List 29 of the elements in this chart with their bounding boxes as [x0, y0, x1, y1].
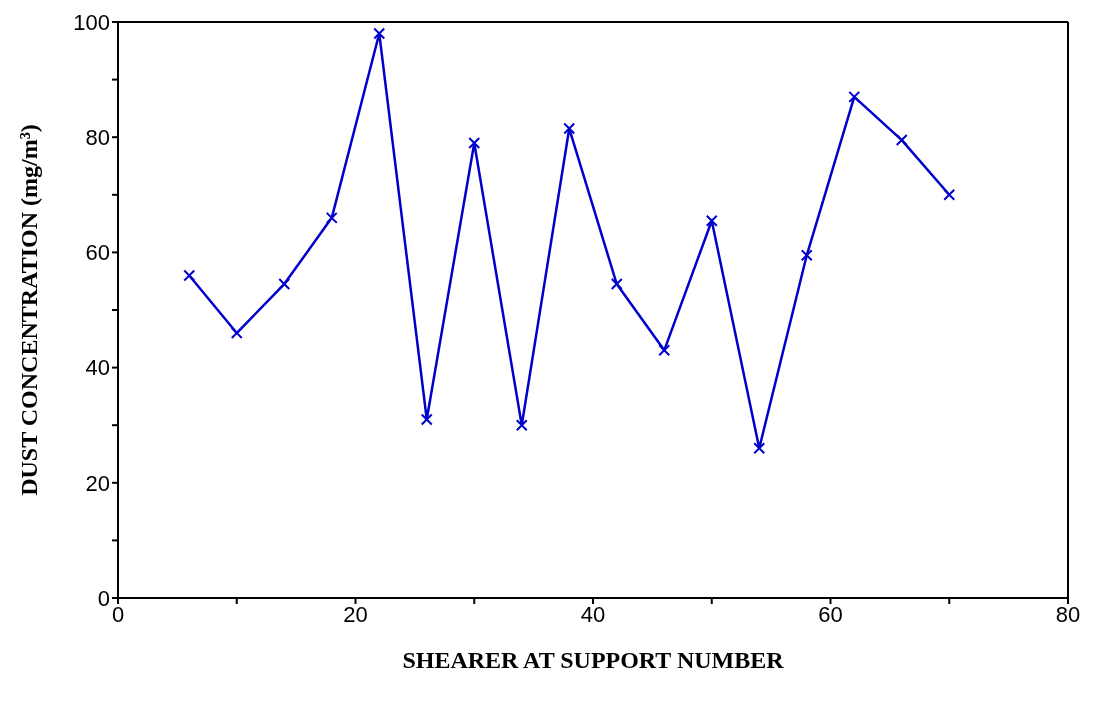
point — [895, 134, 908, 147]
point — [610, 278, 623, 291]
point — [658, 344, 671, 357]
point — [183, 269, 196, 282]
x-axis-title: SHEARER AT SUPPORT NUMBER — [402, 647, 785, 673]
point — [705, 214, 718, 227]
point — [230, 327, 243, 340]
y-tick-label: 20 — [85, 470, 110, 496]
y-tick-label: 60 — [85, 240, 110, 266]
point — [420, 413, 433, 426]
point — [373, 27, 386, 40]
point — [848, 90, 861, 103]
x-tick-label: 60 — [818, 601, 843, 627]
y-tick-label: 100 — [73, 9, 110, 35]
point — [515, 419, 528, 432]
point — [325, 211, 338, 224]
y-axis-title: DUST CONCENTRATION (mg/m³) — [15, 124, 42, 496]
y-tick-label: 80 — [85, 125, 110, 151]
point — [753, 442, 766, 455]
x-tick-label: 80 — [1055, 601, 1081, 627]
x-tick-label: 20 — [343, 601, 368, 627]
point — [563, 122, 576, 135]
x-tick-label: 40 — [580, 601, 606, 627]
point — [468, 136, 481, 149]
y-tick-label: 0 — [97, 585, 110, 611]
point — [278, 278, 291, 291]
y-tick-label: 40 — [85, 355, 110, 381]
point — [943, 188, 956, 201]
point — [800, 249, 813, 262]
